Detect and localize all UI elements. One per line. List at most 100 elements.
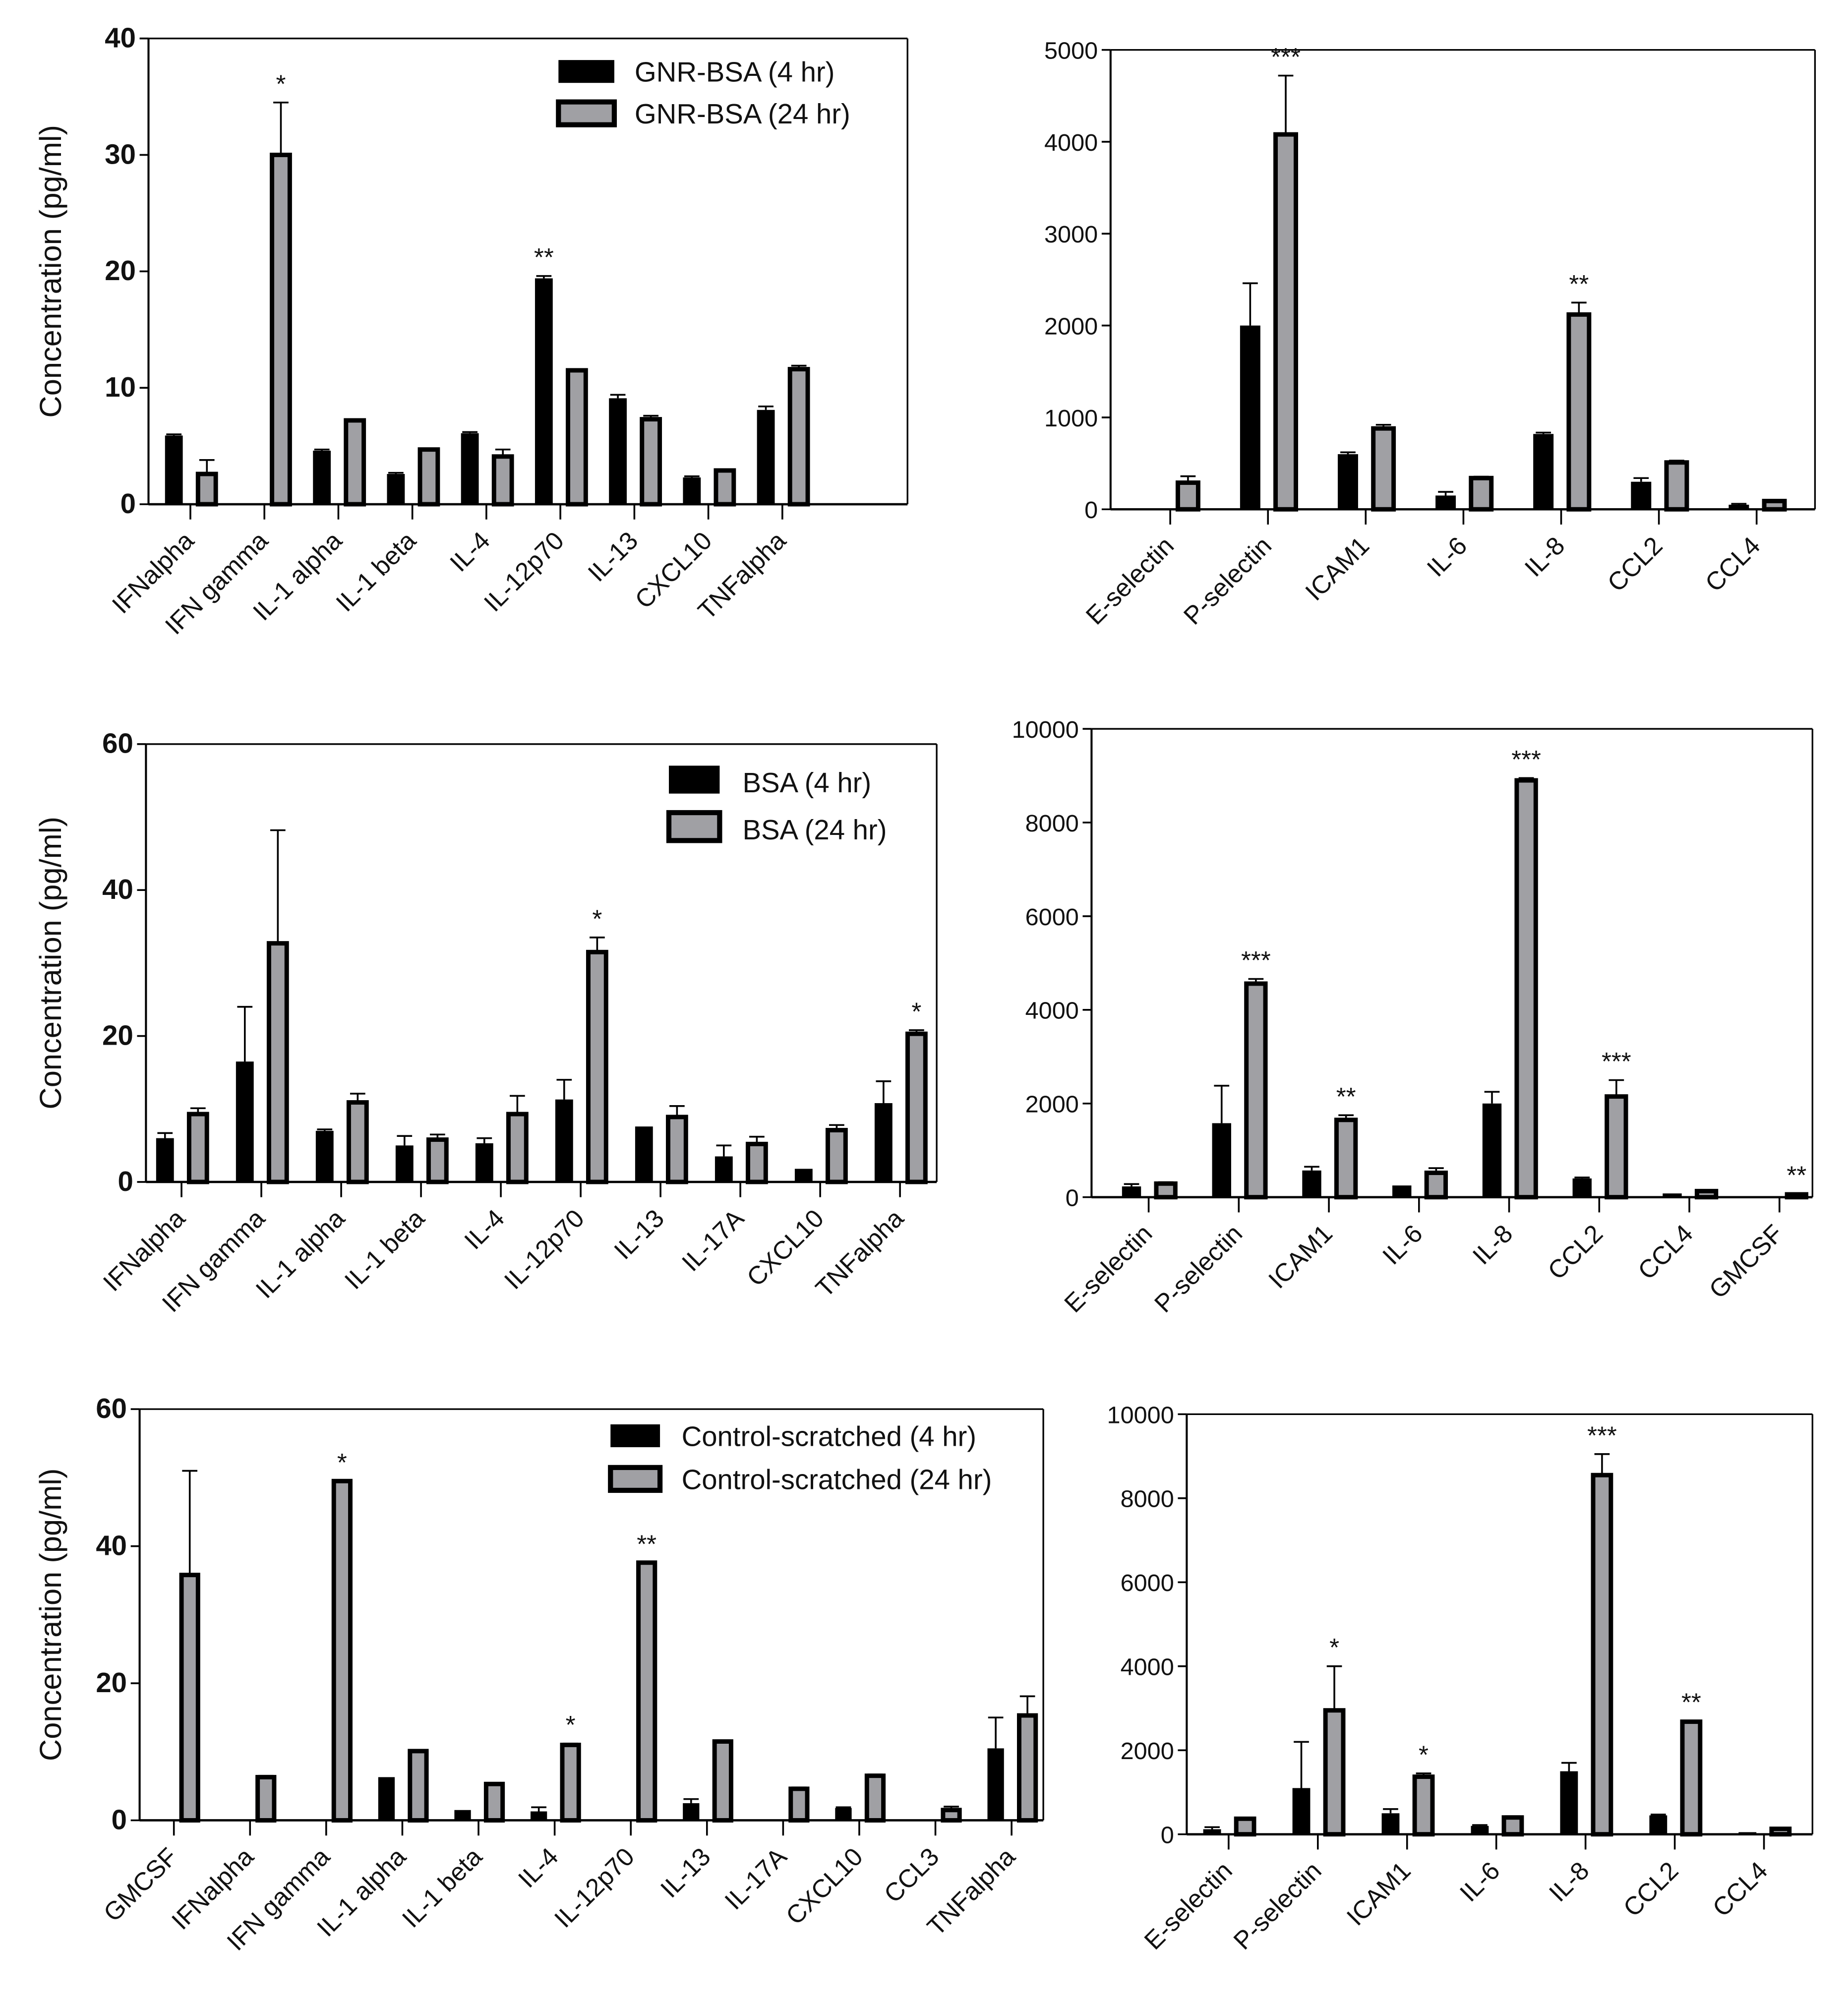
x-tick-label: E-selectin bbox=[1059, 1219, 1157, 1318]
y-tick-label: 6000 bbox=[1121, 1570, 1174, 1596]
legend-swatch bbox=[610, 1424, 660, 1447]
x-tick-label: CCL3 bbox=[879, 1842, 945, 1908]
bar-24hr bbox=[1605, 1094, 1628, 1200]
legend-swatch bbox=[558, 60, 614, 83]
bar-4hr bbox=[555, 1099, 573, 1182]
y-tick-label: 4000 bbox=[1025, 998, 1079, 1024]
x-tick-label: IL-4 bbox=[444, 526, 495, 577]
bar-24hr bbox=[640, 417, 662, 507]
y-tick-label: 60 bbox=[102, 728, 133, 759]
y-tick-label: 10000 bbox=[1012, 716, 1079, 743]
x-tick-label: CCL2 bbox=[1602, 531, 1668, 597]
bar-4hr bbox=[874, 1103, 893, 1182]
x-tick-label: IL-12p70 bbox=[549, 1842, 640, 1933]
bar-24hr bbox=[566, 368, 588, 507]
x-tick-label: GMCSF bbox=[1704, 1219, 1788, 1304]
bar-24hr bbox=[255, 1774, 277, 1823]
bar-4hr bbox=[1337, 454, 1358, 510]
x-tick-label: CCL4 bbox=[1707, 1856, 1773, 1922]
bar-24hr bbox=[179, 1573, 200, 1823]
bar-24hr bbox=[1664, 460, 1689, 512]
x-tick-label: IL-6 bbox=[1377, 1219, 1428, 1270]
bar-4hr bbox=[395, 1145, 414, 1182]
y-tick-label: 40 bbox=[102, 874, 133, 905]
y-axis-label: Concentration (pg/ml) bbox=[34, 1469, 68, 1762]
bar-4hr bbox=[987, 1748, 1004, 1821]
x-tick-label: E-selectin bbox=[1080, 531, 1179, 630]
bar-24hr bbox=[787, 367, 810, 507]
chart-panel-4: 0 2000 4000 6000 8000 10000 E-selectinP-select… bbox=[1012, 716, 1813, 1318]
significance-marker: *** bbox=[1241, 946, 1271, 974]
bar-4hr bbox=[475, 1143, 493, 1182]
bar-24hr bbox=[1694, 1188, 1719, 1200]
bar-24hr bbox=[1514, 778, 1538, 1200]
bar-4hr bbox=[1240, 325, 1260, 510]
bar-24hr bbox=[331, 1478, 353, 1823]
significance-marker: * bbox=[592, 904, 602, 933]
legend-label: GNR-BSA (24 hr) bbox=[635, 98, 850, 129]
x-tick-label: IL-6 bbox=[1422, 531, 1473, 583]
bar-24hr bbox=[266, 941, 289, 1184]
y-tick-label: 0 bbox=[112, 1804, 127, 1835]
bar-4hr bbox=[1122, 1186, 1141, 1197]
significance-marker: * bbox=[911, 997, 921, 1025]
significance-marker: * bbox=[1329, 1633, 1339, 1661]
y-tick-label: 0 bbox=[1161, 1822, 1174, 1849]
legend-swatch bbox=[556, 99, 617, 127]
bar-4hr bbox=[1560, 1771, 1578, 1834]
bar-24hr bbox=[1273, 132, 1298, 512]
bar-24hr bbox=[788, 1786, 810, 1823]
bar-4hr bbox=[461, 433, 479, 505]
x-tick-label: IL-13 bbox=[655, 1842, 716, 1903]
bar-4hr bbox=[315, 1130, 334, 1182]
y-tick-label: 40 bbox=[105, 22, 136, 54]
legend-label: GNR-BSA (4 hr) bbox=[635, 57, 835, 88]
y-axis-label: Concentration (pg/ml) bbox=[34, 817, 68, 1110]
legend-swatch bbox=[666, 810, 722, 843]
y-tick-label: 20 bbox=[96, 1667, 127, 1698]
bar-4hr bbox=[1435, 495, 1456, 510]
bar-24hr bbox=[560, 1742, 581, 1823]
x-tick-label: IL-1 beta bbox=[339, 1204, 430, 1295]
x-tick-label: IL-8 bbox=[1467, 1219, 1518, 1270]
y-tick-label: 4000 bbox=[1044, 129, 1098, 156]
significance-marker: ** bbox=[1336, 1082, 1356, 1111]
bar-4hr bbox=[156, 1138, 174, 1182]
bar-24hr bbox=[408, 1749, 429, 1823]
bar-24hr bbox=[1244, 981, 1268, 1200]
x-tick-label: P-selectin bbox=[1149, 1219, 1248, 1318]
bar-24hr bbox=[1469, 475, 1494, 512]
bar-4hr bbox=[1729, 504, 1749, 510]
x-tick-label: CCL4 bbox=[1700, 531, 1766, 597]
y-axis-label: Concentration (pg/ml) bbox=[34, 125, 68, 418]
legend-label: BSA (4 hr) bbox=[742, 767, 871, 798]
x-tick-label: CCL2 bbox=[1542, 1219, 1608, 1285]
x-tick-label: TNFalpha bbox=[810, 1204, 909, 1303]
bar-4hr bbox=[1738, 1832, 1757, 1834]
bar-4hr bbox=[635, 1126, 653, 1182]
bar-4hr bbox=[715, 1156, 733, 1182]
y-tick-label: 0 bbox=[120, 488, 136, 519]
x-tick-label: IL-1 beta bbox=[330, 526, 421, 617]
bar-24hr bbox=[1680, 1719, 1703, 1837]
bar-24hr bbox=[344, 418, 366, 507]
significance-marker: ** bbox=[1787, 1161, 1806, 1189]
chart-panel-6: 0 2000 4000 6000 8000 10000 E-selectinP-select… bbox=[1107, 1402, 1813, 1955]
bar-24hr bbox=[270, 152, 292, 507]
y-tick-label: 6000 bbox=[1025, 904, 1079, 931]
bar-24hr bbox=[905, 1031, 928, 1184]
legend-label: Control-scratched (24 hr) bbox=[682, 1464, 992, 1495]
bar-4hr bbox=[1212, 1123, 1231, 1197]
bar-4hr bbox=[1292, 1788, 1311, 1834]
x-tick-label: IL-13 bbox=[608, 1204, 669, 1265]
x-tick-label: IL-4 bbox=[459, 1204, 510, 1255]
bar-24hr bbox=[714, 468, 736, 507]
legend-swatch bbox=[608, 1465, 663, 1493]
bar-4hr bbox=[1663, 1193, 1682, 1197]
x-tick-label: CCL4 bbox=[1632, 1219, 1698, 1285]
bar-24hr bbox=[941, 1808, 962, 1823]
bar-24hr bbox=[426, 1137, 449, 1184]
bar-24hr bbox=[1769, 1827, 1792, 1837]
